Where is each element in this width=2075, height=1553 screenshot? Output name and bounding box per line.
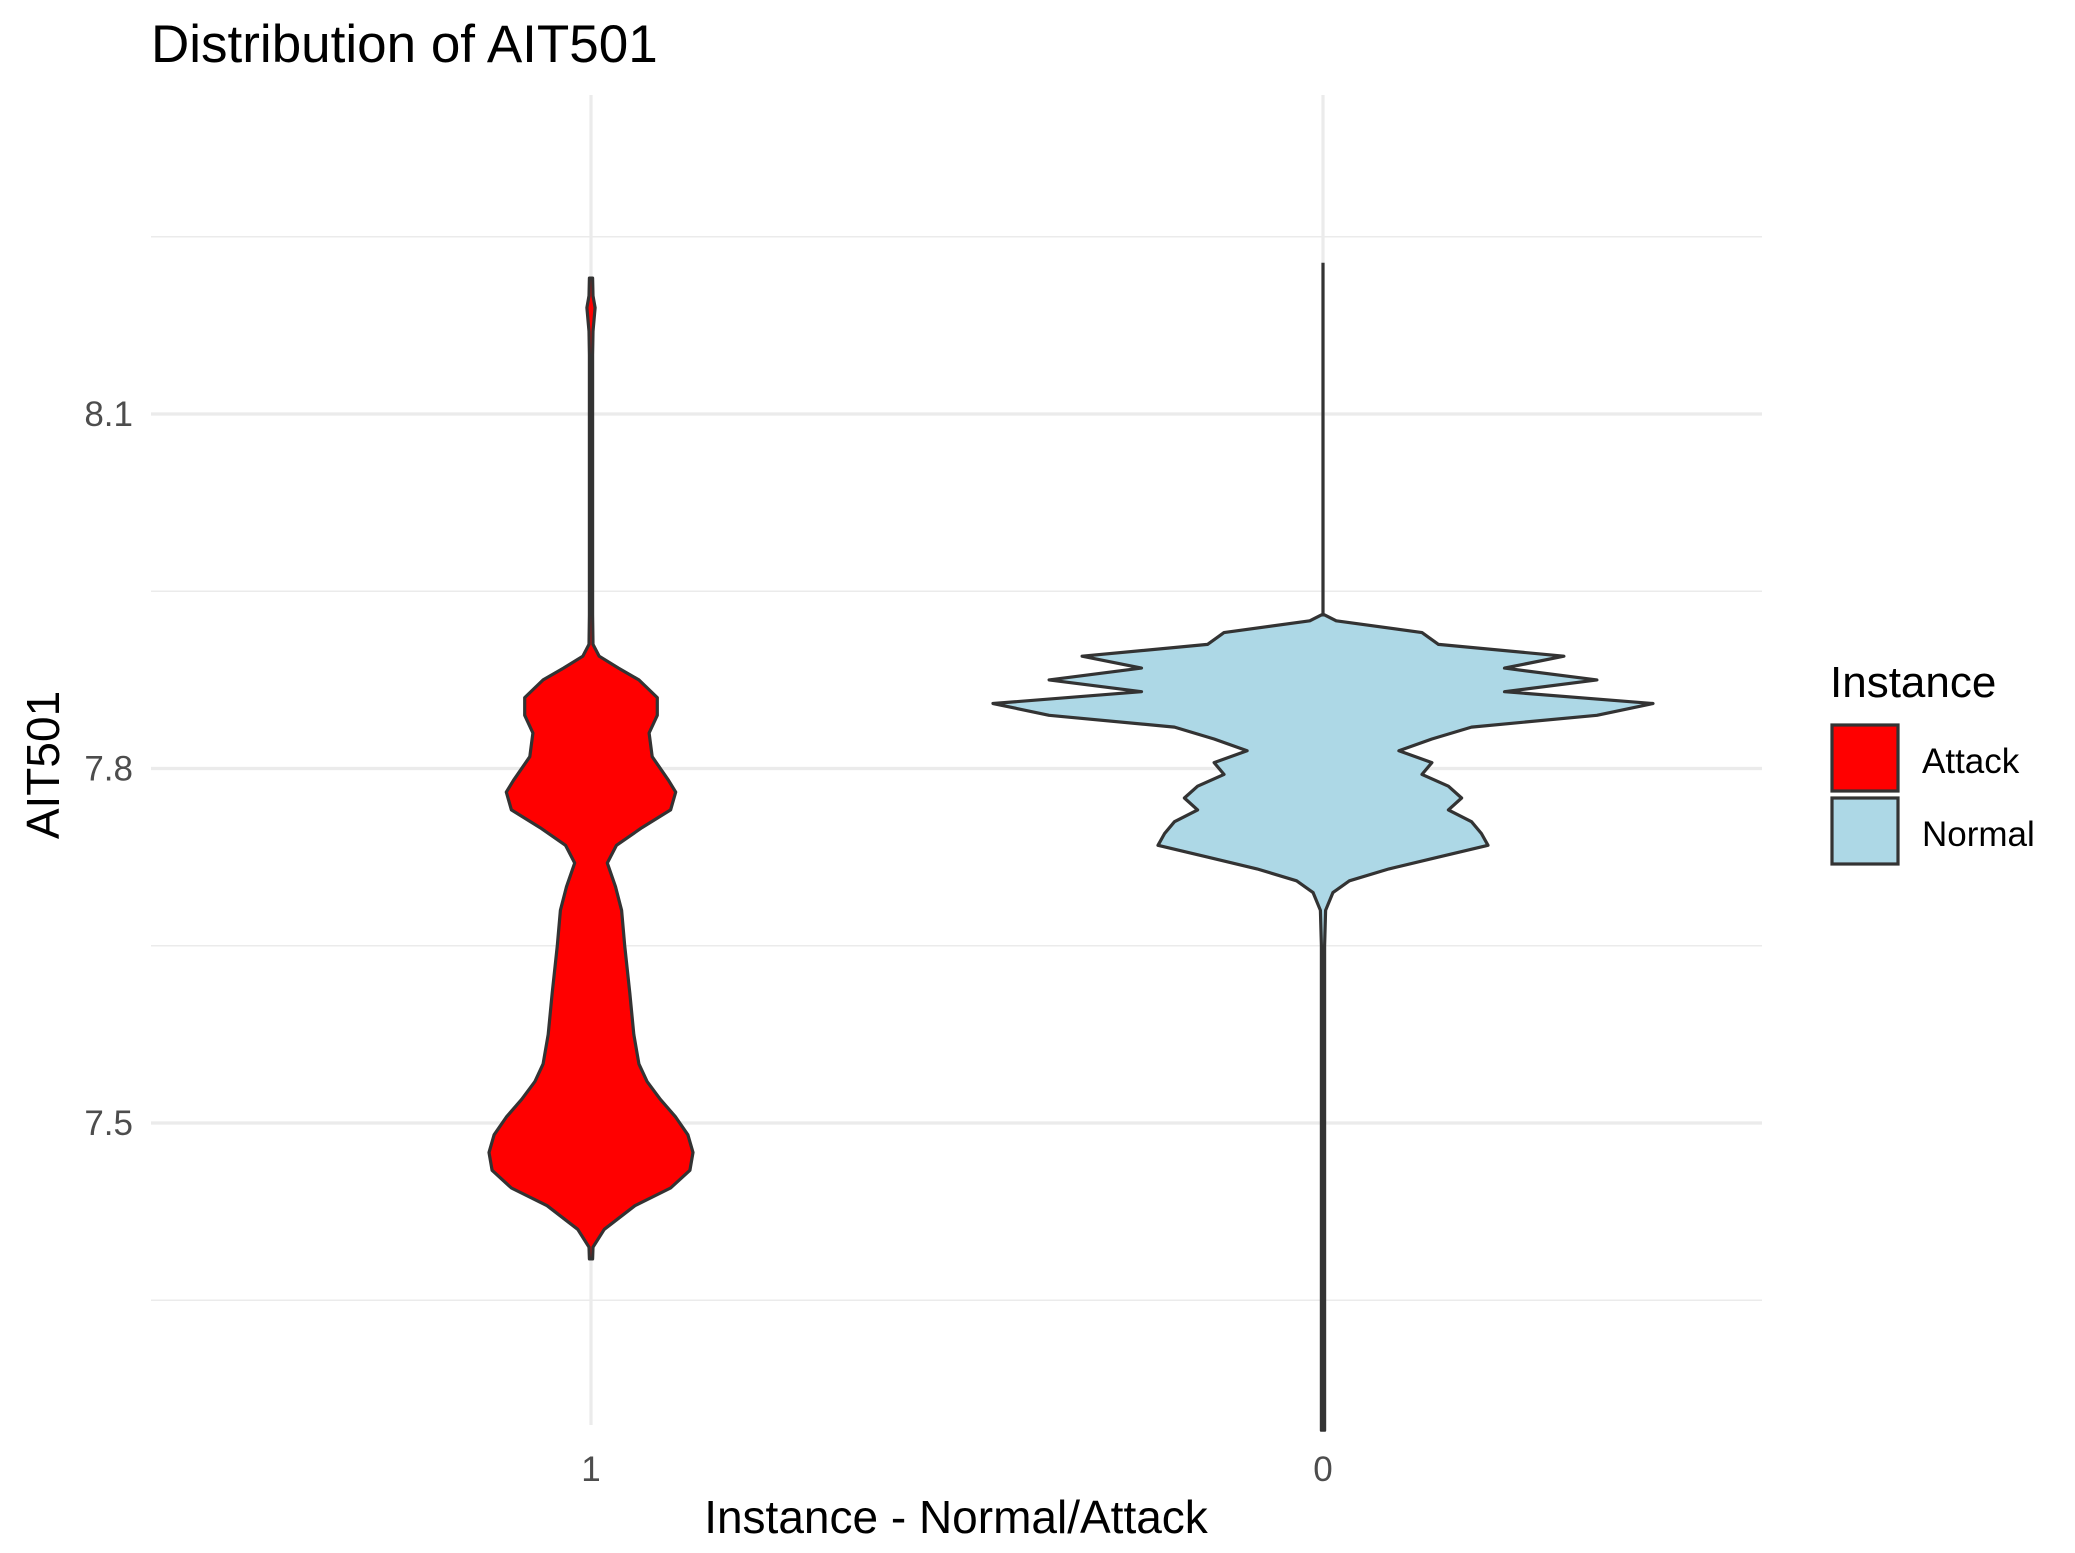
y-tick-label: 7.8: [84, 750, 133, 789]
violin-attack: [487, 276, 695, 1261]
legend-key-normal: [1830, 796, 1900, 866]
grid-layer: [151, 95, 1762, 1425]
chart-title: Distribution of AIT501: [151, 15, 658, 74]
violin-layer: [487, 262, 1655, 1432]
legend-label-normal: Normal: [1922, 815, 2035, 854]
y-axis-ticks: 7.5 7.8 8.1: [84, 395, 133, 1143]
legend: Instance Attack Normal: [1830, 658, 2035, 866]
x-tick-label: 0: [1313, 1450, 1332, 1489]
y-tick-label: 8.1: [84, 395, 133, 434]
legend-key-attack: [1830, 723, 1900, 793]
legend-title: Instance: [1830, 658, 1996, 707]
x-axis-title: Instance - Normal/Attack: [704, 1491, 1209, 1543]
violin-normal: [991, 613, 1655, 1432]
legend-label-attack: Attack: [1922, 742, 2020, 781]
y-axis-title: AIT501: [17, 691, 69, 839]
y-tick-label: 7.5: [84, 1104, 133, 1143]
x-tick-label: 1: [581, 1450, 600, 1489]
